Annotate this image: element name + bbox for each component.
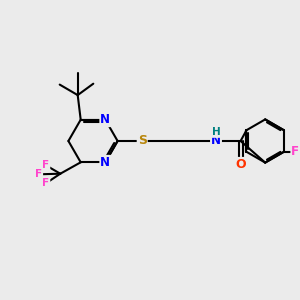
Text: H: H xyxy=(212,127,220,137)
Text: S: S xyxy=(138,134,147,148)
Text: F: F xyxy=(35,169,42,179)
Text: N: N xyxy=(211,134,221,148)
Text: F: F xyxy=(42,178,50,188)
Text: N: N xyxy=(100,113,110,126)
Text: F: F xyxy=(42,160,50,170)
Text: F: F xyxy=(291,145,299,158)
Text: O: O xyxy=(235,158,246,171)
Text: N: N xyxy=(100,156,110,169)
